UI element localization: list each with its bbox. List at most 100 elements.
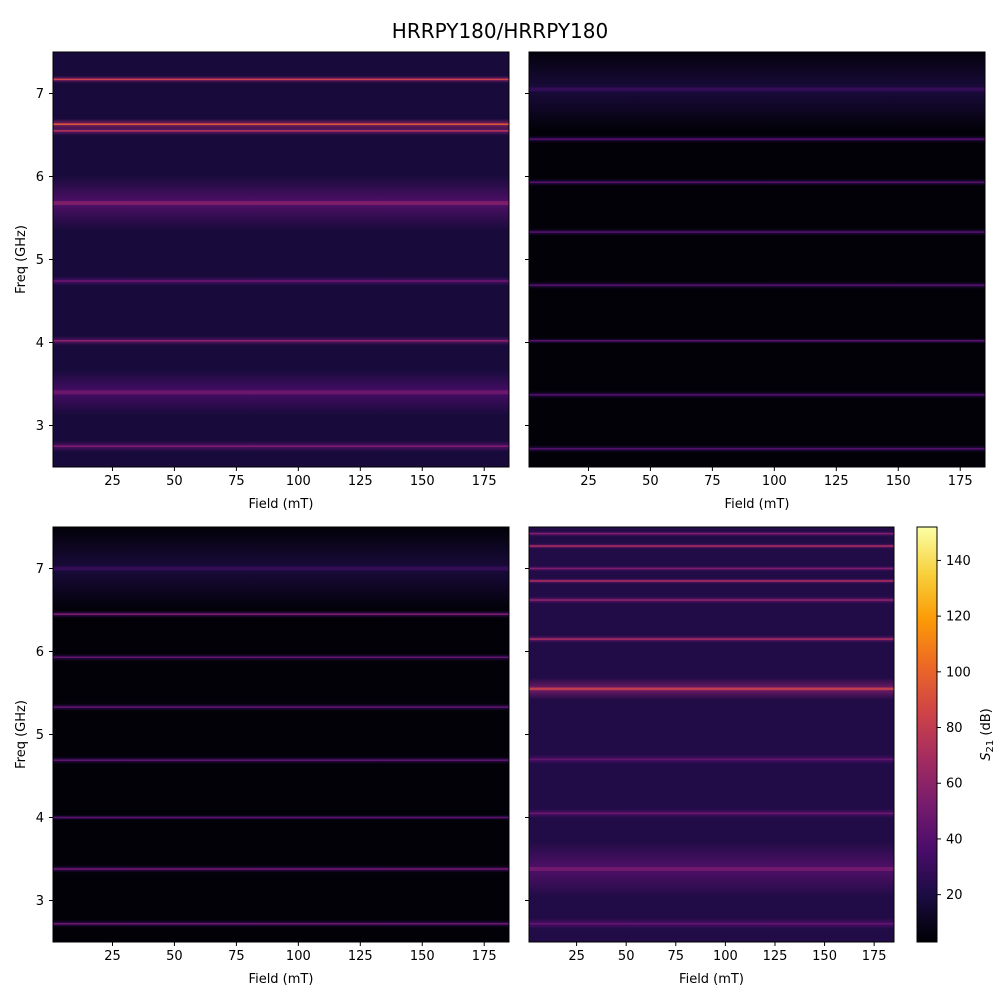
x-axis-label: Field (mT) (249, 972, 314, 987)
x-tick-label: 25 (104, 949, 121, 964)
x-tick-label: 150 (886, 474, 911, 489)
x-tick-label: 150 (812, 949, 837, 964)
panel-top-right: 25 50 75 100 125 150 175 Field (mT) (525, 51, 986, 512)
band-line (529, 567, 894, 570)
colorbar-tick-label: 20 (946, 888, 963, 903)
x-tick-label: 150 (410, 474, 435, 489)
band-line (53, 706, 509, 708)
band-line (529, 545, 894, 547)
colorbar: 20 40 60 80 100 120 140 S21 (dB) (916, 526, 996, 943)
y-tick-label: 3 (36, 894, 44, 909)
x-axis-label: Field (mT) (725, 497, 790, 512)
band-line (53, 390, 509, 395)
band-line (529, 231, 985, 233)
band-line (53, 868, 509, 870)
x-tick-label: 50 (166, 949, 183, 964)
colorbar-tick-label: 40 (946, 832, 963, 847)
band-line (53, 613, 509, 615)
heatmap-area (529, 527, 894, 942)
band-line (529, 599, 894, 601)
x-tick-label: 100 (286, 949, 311, 964)
x-tick-label: 175 (472, 474, 497, 489)
x-tick-label: 75 (704, 474, 721, 489)
y-tick-label: 5 (36, 253, 44, 268)
band-line (529, 812, 894, 815)
panel-bottom-left: 25 50 75 100 125 150 175 3 4 5 6 7 Field (mT) Freq (G… (14, 526, 510, 987)
band-line (529, 580, 894, 582)
panel-bottom-right: 25 50 75 100 125 150 175 Field (mT) (525, 526, 895, 987)
colorbar-gradient (916, 526, 938, 943)
band-line (53, 922, 509, 925)
colorbar-tick-label: 100 (946, 665, 971, 680)
y-tick-label: 4 (36, 811, 44, 826)
band-line (529, 181, 985, 184)
x-tick-label: 175 (472, 949, 497, 964)
y-tick-label: 6 (36, 170, 44, 185)
band-line (53, 566, 509, 571)
band-line (53, 656, 509, 659)
y-tick-label: 7 (36, 562, 44, 577)
band-line (529, 394, 985, 396)
band-line (529, 922, 894, 925)
colorbar-label: S21 (dB) (979, 708, 996, 760)
band-line (53, 340, 509, 342)
colorbar-tick-label: 60 (946, 777, 963, 792)
x-tick-label: 125 (348, 949, 373, 964)
band-line (53, 816, 509, 819)
x-tick-label: 75 (228, 474, 245, 489)
x-tick-label: 75 (668, 949, 685, 964)
colorbar-tick-label: 140 (946, 554, 971, 569)
band-line (53, 123, 509, 125)
band-line (53, 201, 509, 206)
x-tick-label: 100 (286, 474, 311, 489)
x-tick-label: 100 (762, 474, 787, 489)
band-line (529, 340, 985, 342)
colorbar-tick-label: 80 (946, 721, 963, 736)
colorbar-tick-label: 120 (946, 610, 971, 625)
band-line (53, 280, 509, 282)
x-tick-label: 50 (642, 474, 659, 489)
band-line (529, 638, 894, 640)
x-tick-label: 25 (568, 949, 585, 964)
band-line (53, 445, 509, 447)
x-tick-label: 75 (228, 949, 245, 964)
x-axis-label: Field (mT) (679, 972, 744, 987)
x-tick-label: 25 (104, 474, 121, 489)
heatmap-area (529, 52, 985, 467)
x-tick-label: 175 (948, 474, 973, 489)
x-tick-label: 175 (862, 949, 887, 964)
band-line (529, 687, 894, 691)
band-line (529, 138, 985, 140)
y-tick-label: 4 (36, 336, 44, 351)
band-line (529, 284, 985, 286)
y-axis-label: Freq (GHz) (14, 700, 29, 769)
y-tick-label: 6 (36, 645, 44, 660)
y-tick-label: 5 (36, 728, 44, 743)
figure-title: HRRPY180/HRRPY180 (392, 19, 608, 43)
band-line (529, 532, 894, 535)
x-tick-label: 25 (580, 474, 597, 489)
x-tick-label: 125 (824, 474, 849, 489)
band-line (529, 87, 985, 92)
band-line (529, 447, 985, 450)
x-tick-label: 125 (348, 474, 373, 489)
x-tick-label: 50 (166, 474, 183, 489)
y-axis-label: Freq (GHz) (14, 225, 29, 294)
band-line (53, 130, 509, 132)
heatmap-area (53, 52, 509, 467)
band-line (529, 866, 894, 871)
panel-top-left: 25 50 75 100 125 150 175 3 4 5 6 7 Field (mT) Freq (G… (14, 51, 510, 512)
x-tick-label: 125 (763, 949, 788, 964)
x-tick-label: 150 (410, 949, 435, 964)
heatmap-area (53, 527, 509, 942)
band-line (53, 78, 509, 81)
x-axis-label: Field (mT) (249, 497, 314, 512)
y-tick-label: 3 (36, 419, 44, 434)
band-line (529, 758, 894, 761)
y-tick-label: 7 (36, 87, 44, 102)
band-line (53, 759, 509, 761)
x-tick-label: 50 (618, 949, 635, 964)
x-tick-label: 100 (713, 949, 738, 964)
